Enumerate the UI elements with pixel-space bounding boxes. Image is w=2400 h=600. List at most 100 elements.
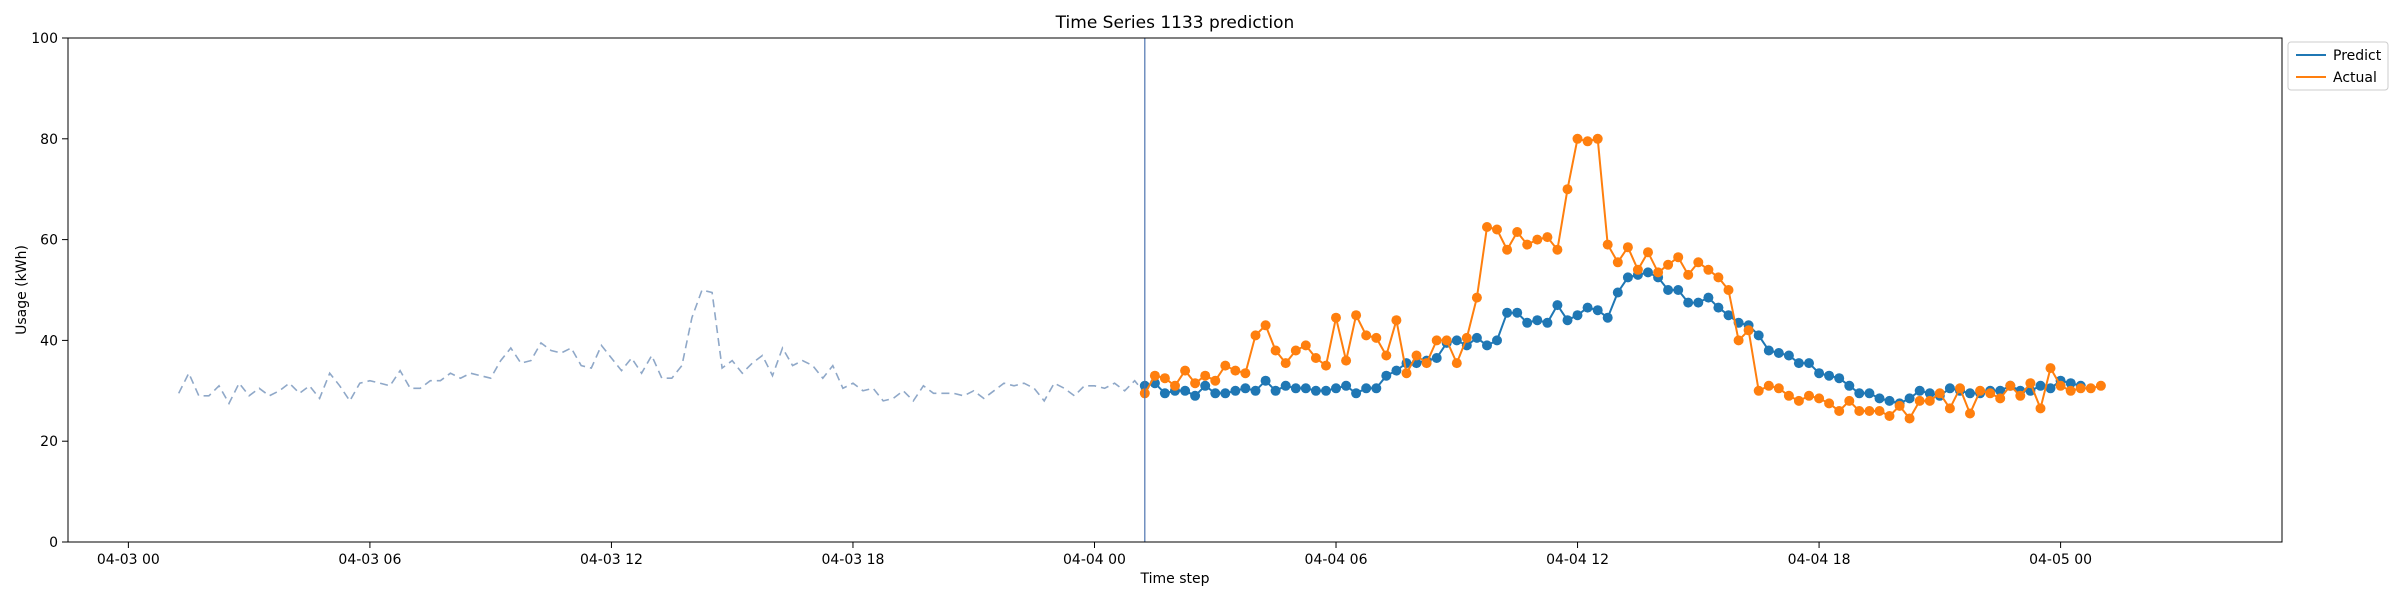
y-axis: 0 20 40 60 80 100 (31, 31, 68, 551)
data-point-actual-62 (1763, 380, 1774, 391)
data-point-predict-67 (1814, 368, 1825, 379)
data-point-predict-72 (1864, 388, 1875, 399)
data-point-actual-68 (1824, 398, 1835, 409)
data-point-predict-50 (1643, 267, 1653, 278)
plot-series (177, 133, 2106, 424)
data-point-actual-55 (1693, 257, 1704, 268)
data-point-predict-35 (1492, 335, 1502, 346)
data-point-predict-29 (1431, 353, 1442, 363)
data-point-actual-85 (1995, 393, 2006, 404)
data-point-actual-9 (1230, 365, 1241, 376)
data-point-actual-69 (1834, 406, 1845, 416)
data-point-predict-64 (1783, 350, 1794, 361)
data-point-actual-10 (1240, 368, 1251, 379)
data-point-predict-57 (1713, 302, 1724, 313)
data-point-actual-2 (1159, 373, 1170, 384)
data-point-predict-73 (1874, 393, 1885, 404)
data-point-actual-47 (1612, 257, 1623, 268)
data-point-actual-89 (2035, 403, 2046, 414)
data-point-actual-70 (1844, 395, 1855, 406)
series-line-actual (1143, 137, 2102, 421)
data-point-actual-52 (1663, 259, 1674, 270)
data-point-actual-6 (1200, 370, 1211, 381)
data-point-actual-48 (1622, 242, 1633, 253)
data-point-predict-24 (1381, 370, 1392, 381)
data-point-actual-37 (1512, 227, 1523, 237)
data-point-actual-3 (1170, 380, 1180, 391)
data-point-predict-22 (1361, 383, 1372, 394)
x-tick-label-8: 04-05 00 (2029, 552, 2092, 568)
y-tick-label-1: 20 (40, 434, 58, 450)
data-point-actual-43 (1572, 133, 1583, 144)
data-point-actual-14 (1280, 358, 1291, 369)
data-point-actual-60 (1743, 325, 1754, 336)
data-point-actual-24 (1381, 350, 1392, 361)
data-point-predict-5 (1190, 390, 1201, 401)
y-axis-label: Usage (kWh) (14, 245, 30, 335)
data-point-predict-18 (1321, 385, 1331, 396)
x-axis: 04-03 00 04-03 06 04-03 12 04-03 18 04-04 00… (97, 542, 2092, 568)
data-point-actual-71 (1854, 406, 1865, 416)
data-point-predict-2 (1159, 388, 1170, 399)
data-point-actual-88 (2025, 378, 2036, 389)
data-point-predict-33 (1471, 332, 1482, 343)
data-point-predict-69 (1834, 373, 1845, 384)
data-point-predict-13 (1270, 385, 1281, 396)
data-point-predict-4 (1180, 385, 1191, 396)
data-point-actual-32 (1461, 332, 1472, 343)
data-point-predict-34 (1482, 340, 1492, 351)
data-point-predict-7 (1210, 388, 1221, 399)
y-tick-label-2: 40 (40, 333, 58, 349)
y-tick-label-5: 100 (31, 31, 58, 47)
data-point-actual-56 (1703, 264, 1714, 275)
data-point-actual-76 (1904, 413, 1915, 424)
data-point-predict-74 (1884, 395, 1895, 406)
y-tick-label-0: 0 (49, 535, 58, 551)
data-point-actual-46 (1602, 239, 1613, 250)
data-point-actual-5 (1190, 378, 1201, 389)
data-point-predict-61 (1753, 330, 1764, 341)
data-point-predict-10 (1240, 383, 1251, 394)
data-point-predict-85 (1995, 385, 2006, 396)
chart-title: Time Series 1133 prediction (1055, 13, 1295, 33)
data-point-predict-15 (1290, 383, 1301, 394)
legend-label-predict: Predict (2333, 48, 2382, 64)
data-point-actual-7 (1210, 375, 1221, 386)
data-point-actual-11 (1250, 330, 1261, 341)
data-point-predict-90 (2045, 383, 2056, 394)
data-point-predict-66 (1804, 358, 1814, 369)
data-point-actual-26 (1401, 368, 1412, 379)
data-point-predict-47 (1612, 287, 1623, 298)
legend: Predict Actual (2287, 41, 2389, 91)
data-point-actual-82 (1965, 408, 1975, 419)
data-point-actual-18 (1321, 360, 1331, 371)
data-point-predict-76 (1904, 393, 1915, 404)
data-point-actual-79 (1934, 388, 1945, 399)
data-point-actual-92 (2065, 385, 2076, 396)
data-point-predict-52 (1663, 285, 1674, 295)
data-point-actual-22 (1361, 330, 1372, 341)
data-point-actual-21 (1351, 310, 1362, 321)
x-tick-label-1: 04-03 06 (338, 552, 401, 568)
x-tick-label-0: 04-03 00 (97, 552, 160, 568)
data-point-predict-23 (1371, 383, 1382, 394)
data-point-actual-77 (1914, 395, 1925, 406)
data-point-predict-44 (1582, 302, 1593, 313)
data-point-actual-53 (1673, 252, 1684, 263)
data-point-actual-17 (1310, 353, 1321, 363)
data-point-actual-16 (1300, 340, 1311, 351)
data-point-actual-40 (1542, 232, 1553, 243)
x-tick-label-7: 04-04 18 (1788, 552, 1851, 568)
data-point-predict-31 (1451, 335, 1462, 346)
data-point-actual-8 (1220, 360, 1231, 371)
data-point-predict-40 (1542, 317, 1553, 328)
data-point-predict-45 (1592, 305, 1603, 316)
data-point-predict-17 (1310, 385, 1321, 396)
data-point-actual-73 (1874, 406, 1885, 416)
x-axis-label: Time step (1140, 571, 1210, 587)
data-point-actual-81 (1955, 383, 1965, 394)
data-point-predict-65 (1793, 358, 1804, 369)
data-point-actual-31 (1451, 358, 1462, 369)
data-point-predict-37 (1512, 307, 1523, 318)
data-point-predict-62 (1763, 345, 1774, 356)
